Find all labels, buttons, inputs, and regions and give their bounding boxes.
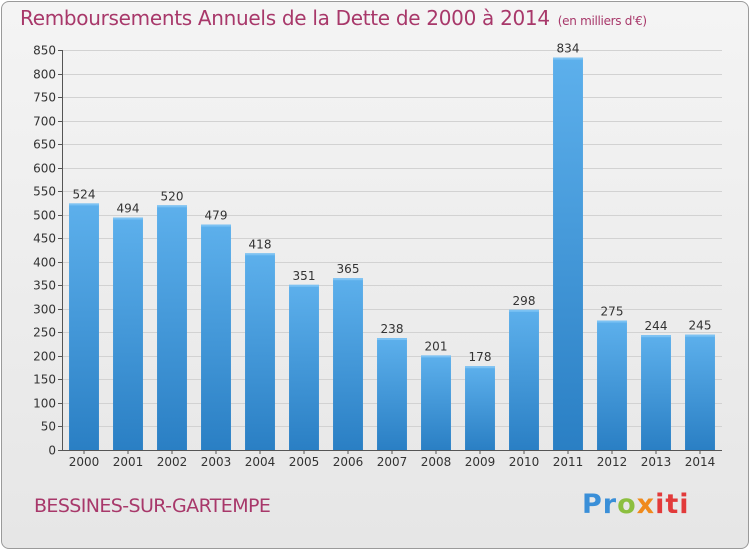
bar-cap xyxy=(377,338,407,340)
bar-cap xyxy=(553,57,583,60)
bar-cap xyxy=(509,309,539,312)
data-label: 351 xyxy=(293,269,316,283)
bar-2006 xyxy=(333,278,363,450)
bar-cap xyxy=(113,217,143,220)
x-tick-label: 2003 xyxy=(201,455,232,469)
data-label: 524 xyxy=(73,187,96,201)
data-label: 275 xyxy=(601,305,624,319)
logo-part-1: Pr xyxy=(582,489,618,520)
y-tick-label: 650 xyxy=(33,138,56,152)
bar-2011 xyxy=(553,57,583,450)
bar-cap xyxy=(465,366,495,369)
data-label: 245 xyxy=(689,319,712,333)
data-label: 520 xyxy=(161,189,184,203)
logo-part-4: iti xyxy=(655,489,690,520)
bar-cap xyxy=(245,253,275,256)
y-tick-label: 200 xyxy=(33,350,56,364)
bars xyxy=(69,57,715,450)
data-label: 365 xyxy=(337,262,360,276)
y-tick-label: 450 xyxy=(33,232,56,246)
bar-2003 xyxy=(201,224,231,450)
bar-2000 xyxy=(69,203,99,450)
bar-cap xyxy=(641,335,671,338)
y-tick-label: 550 xyxy=(33,185,56,199)
y-tick-label: 400 xyxy=(33,256,56,270)
bar-cap xyxy=(685,334,715,337)
axes: 0 50 100 150 200 250 300 350 400 450 500 550 600 650 7… xyxy=(33,44,722,458)
y-tick-label: 600 xyxy=(33,162,56,176)
y-tick-label: 500 xyxy=(33,209,56,223)
bar-2013 xyxy=(641,335,671,450)
data-label: 201 xyxy=(425,339,448,353)
data-label: 834 xyxy=(557,42,580,56)
bar-2007 xyxy=(377,338,407,450)
chart-unit-note: (en milliers d'€) xyxy=(557,14,647,28)
x-tick-label: 2005 xyxy=(289,455,320,469)
x-tick-label: 2011 xyxy=(553,455,584,469)
y-tick-label: 50 xyxy=(41,420,56,434)
chart-title-text: Remboursements Annuels de la Dette de 20… xyxy=(20,6,550,30)
bar-cap xyxy=(421,355,451,358)
bar-cap xyxy=(201,224,231,227)
bar-2010 xyxy=(509,309,539,450)
bar-cap xyxy=(597,320,627,323)
x-tick-label: 2006 xyxy=(333,455,364,469)
x-tick-label: 2001 xyxy=(113,455,144,469)
bar-cap xyxy=(157,205,187,208)
commune-name: BESSINES-SUR-GARTEMPE xyxy=(34,495,271,517)
y-tick-label: 0 xyxy=(48,444,56,458)
bar-2012 xyxy=(597,320,627,450)
data-label: 244 xyxy=(645,319,668,333)
x-tick-label: 2002 xyxy=(157,455,188,469)
x-tick-label: 2000 xyxy=(69,455,100,469)
y-tick-label: 700 xyxy=(33,115,56,129)
data-label: 298 xyxy=(513,294,536,308)
x-tick-label: 2012 xyxy=(597,455,628,469)
y-tick-label: 850 xyxy=(33,44,56,58)
x-tick-label: 2009 xyxy=(465,455,496,469)
x-tick-label: 2004 xyxy=(245,455,276,469)
x-tick-label: 2007 xyxy=(377,455,408,469)
bar-cap xyxy=(289,284,319,287)
bar-2004 xyxy=(245,253,275,450)
logo-part-2: o xyxy=(617,489,637,520)
bar-2002 xyxy=(157,205,187,450)
bar-cap xyxy=(333,278,363,281)
logo-part-3: x xyxy=(636,489,656,520)
y-tick-label: 250 xyxy=(33,326,56,340)
x-tick-label: 2013 xyxy=(641,455,672,469)
bar-2014 xyxy=(685,334,715,450)
chart-title: Remboursements Annuels de la Dette de 20… xyxy=(20,6,647,30)
data-label: 178 xyxy=(469,350,492,364)
bar-2005 xyxy=(289,284,319,450)
data-labels: 524 2000 494 2001 520 2002 479 2003 418 2004 351 20… xyxy=(69,42,716,469)
y-tick-label: 300 xyxy=(33,303,56,317)
proxiti-logo: Proxiti xyxy=(582,489,690,520)
y-tick-label: 150 xyxy=(33,373,56,387)
bar-2001 xyxy=(113,217,143,450)
data-label: 418 xyxy=(249,237,272,251)
y-tick-label: 800 xyxy=(33,68,56,82)
data-label: 238 xyxy=(381,322,404,336)
bar-cap xyxy=(69,203,99,206)
y-tick-label: 100 xyxy=(33,397,56,411)
x-tick-label: 2010 xyxy=(509,455,540,469)
data-label: 494 xyxy=(117,202,140,216)
x-tick-label: 2008 xyxy=(421,455,452,469)
y-tick-label: 750 xyxy=(33,91,56,105)
x-tick-label: 2014 xyxy=(685,455,716,469)
bar-2009 xyxy=(465,366,495,450)
bar-2008 xyxy=(421,355,451,450)
y-tick-label: 350 xyxy=(33,279,56,293)
data-label: 479 xyxy=(205,209,228,223)
